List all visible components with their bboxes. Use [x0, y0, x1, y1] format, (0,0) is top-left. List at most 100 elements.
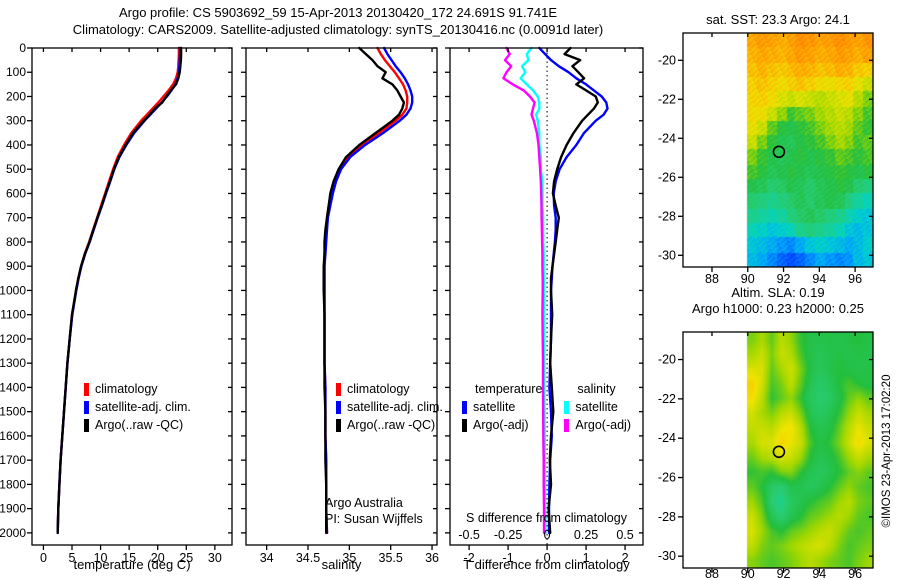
tick-label: 34: [260, 551, 274, 565]
tick-label: 88: [705, 272, 719, 286]
tick-label: 200: [6, 89, 26, 103]
legend-item: climatology: [336, 380, 443, 398]
tick-label: -30: [658, 248, 676, 262]
series-salinity-Argo(-adj): [502, 46, 546, 535]
tick-label: 96: [848, 567, 862, 580]
sla-title-line-1: Altim. SLA: 0.19: [731, 285, 825, 300]
legend-label: Argo(-adj): [575, 418, 631, 432]
tick-label: 700: [6, 211, 26, 225]
tick-label: 0: [544, 528, 551, 542]
legend-label: Argo(..raw -QC): [347, 418, 436, 432]
salinity-profile-plot: 34 34.5 35 35.5 36: [241, 46, 439, 565]
tick-label: 0: [40, 551, 47, 565]
legend-label: satellite-adj. clim.: [95, 400, 191, 414]
sst-map-title: sat. SST: 23.3 Argo: 24.1: [706, 12, 850, 27]
tick-label: 2: [622, 551, 629, 565]
tick-label: 34.5: [296, 551, 320, 565]
axis-box: [682, 331, 874, 569]
tick-label: 1100: [0, 308, 26, 322]
legend-swatch: [462, 418, 467, 432]
tick-label: -26: [658, 471, 676, 485]
figure-subtitle: Climatology: CARS2009. Satellite-adjuste…: [72, 22, 604, 37]
sst-map-canvas: [683, 33, 873, 267]
legend-column-header: salinity: [577, 382, 616, 396]
tick-label: 90: [741, 272, 755, 286]
tick-label: 88: [705, 567, 719, 580]
tick-label: 1800: [0, 477, 26, 491]
tick-label: 90: [741, 567, 755, 580]
legend-swatch: [84, 418, 89, 432]
legend-swatch: [564, 400, 570, 414]
legend-item: Argo(..raw -QC): [84, 416, 191, 434]
tick-label: 100: [6, 65, 26, 79]
tick-label: -2: [464, 551, 475, 565]
legend-swatch: [84, 400, 89, 414]
tick-label: 300: [6, 114, 26, 128]
figure-title: Argo profile: CS 5903692_59 15-Apr-2013 …: [118, 5, 557, 20]
legend-item: Argo(-adj): [462, 416, 542, 434]
tick-label: -22: [658, 392, 676, 406]
tick-label: 30: [208, 551, 222, 565]
tick-label: -28: [658, 510, 676, 524]
tick-label: 35: [342, 551, 356, 565]
tick-label: 96: [848, 272, 862, 286]
tick-label: 0.25: [574, 528, 598, 542]
s-difference-axis-title: S difference from climatology: [466, 511, 627, 525]
tick-label: 1: [583, 551, 590, 565]
tick-label: 0.5: [616, 528, 633, 542]
tick-label: 10: [94, 551, 108, 565]
tick-label: 0: [19, 41, 26, 55]
tick-label: 25: [179, 551, 193, 565]
tick-label: 600: [6, 186, 26, 200]
tick-label: 1300: [0, 356, 26, 370]
tick-label: 1000: [0, 283, 26, 297]
legend-swatch: [336, 400, 341, 414]
sst-map-axes: 88 90 92 94 96 -20 -22 -24 -26 -28 -30: [658, 32, 874, 286]
legend-swatch: [84, 382, 89, 396]
series-Argo(..raw -QC): [322, 46, 406, 535]
tick-label: -1: [503, 551, 514, 565]
legend-label: Argo(-adj): [473, 418, 529, 432]
tick-label: -22: [658, 92, 676, 106]
tick-label: 5: [69, 551, 76, 565]
legend-swatch: [564, 418, 570, 432]
legend-swatch: [336, 382, 341, 396]
salinity-legend: climatology satellite-adj. clim. Argo(..ra…: [336, 380, 443, 434]
legend-column: salinity satellite Argo(-adj): [564, 380, 631, 434]
tick-label: 1400: [0, 380, 26, 394]
legend-item: climatology: [84, 380, 191, 398]
legend-item: satellite: [462, 398, 542, 416]
annotation-line-1: Argo Australia: [325, 496, 403, 510]
tick-label: -20: [658, 353, 676, 367]
salinity-xlabel: salinity: [321, 557, 362, 572]
legend-item: satellite-adj. clim.: [336, 398, 443, 416]
legend-label: climatology: [95, 382, 158, 396]
tick-label: 92: [777, 567, 791, 580]
legend-label: satellite: [575, 400, 618, 414]
legend-item: Argo(-adj): [564, 416, 631, 434]
tick-label: -24: [658, 131, 676, 145]
sla-title-line-2: Argo h1000: 0.23 h2000: 0.25: [691, 301, 865, 316]
tick-label: -24: [658, 431, 676, 445]
legend-column-header: temperature: [475, 382, 543, 396]
tick-label: 900: [6, 259, 26, 273]
tick-label: 0: [544, 551, 551, 565]
legend-label: Argo(..raw -QC): [95, 418, 184, 432]
sla-map-axes: 88 90 92 94 96 -20 -22 -24 -26 -28 -30: [658, 331, 874, 580]
legend-label: satellite: [473, 400, 516, 414]
axis-box: [31, 47, 233, 546]
difference-legend: temperature satellite Argo(-adj) salinity sa…: [462, 380, 631, 434]
pi-annotation: Argo Australia PI: Susan Wijffels: [325, 495, 423, 527]
difference-profile-plot: -2 -1 0 1 2 -0.5 -0.25 0 0.25 0.5: [445, 46, 644, 565]
legend-column: temperature satellite Argo(-adj): [462, 380, 542, 434]
temperature-legend: climatology satellite-adj. clim. Argo(..ra…: [84, 380, 191, 434]
argo-float-marker: [772, 145, 786, 159]
sla-map-canvas: [683, 332, 873, 568]
temperature-profile-plot: 0 5 10 15 20 25 300100200300400500600700800900…: [0, 41, 233, 565]
annotation-line-2: PI: Susan Wijffels: [325, 512, 423, 526]
tick-label: 92: [777, 272, 791, 286]
tick-label: 94: [812, 272, 826, 286]
tick-label: 500: [6, 162, 26, 176]
